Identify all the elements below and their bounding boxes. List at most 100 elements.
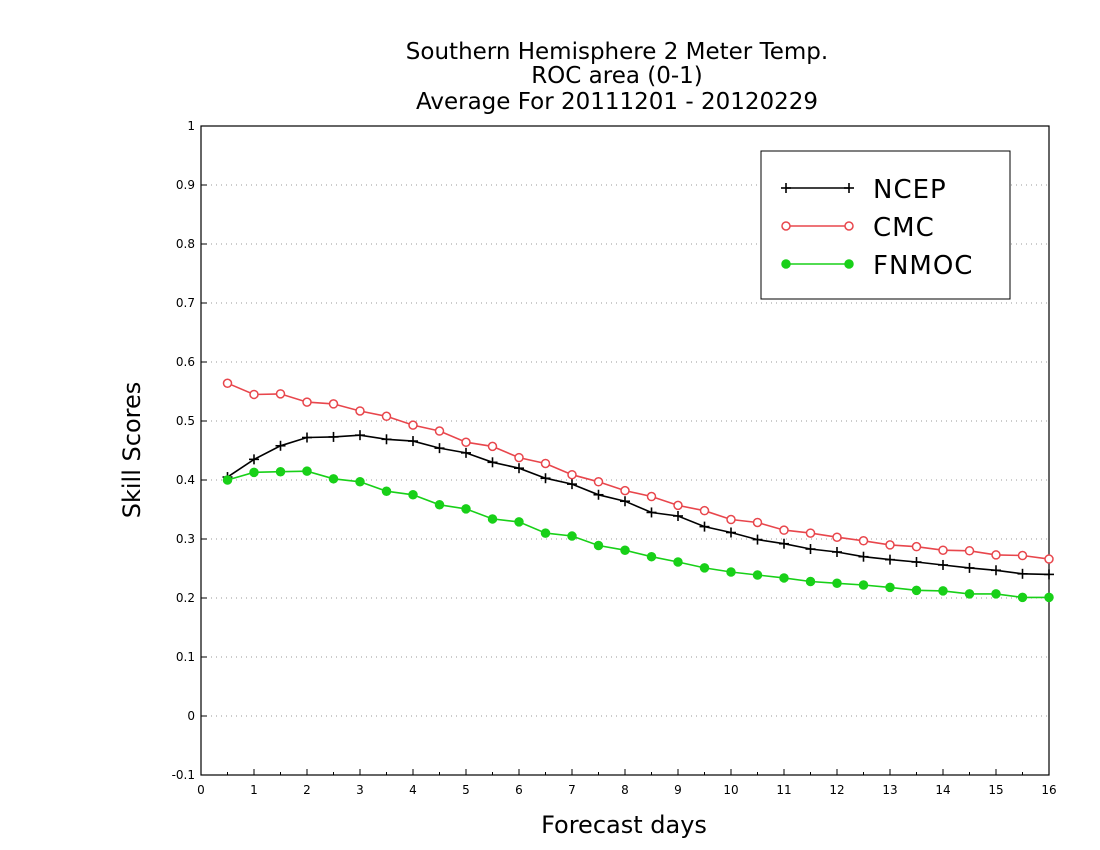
cmc-point — [302, 397, 312, 407]
ncep-point — [673, 510, 683, 521]
fnmoc-point — [991, 589, 1001, 599]
ncep-point — [328, 431, 339, 442]
cmc-point — [620, 485, 630, 496]
ncep-point — [434, 443, 445, 454]
cmc-point — [540, 458, 551, 469]
x-tick-label: 8 — [621, 783, 629, 797]
cmc-point — [885, 540, 895, 550]
ncep-point — [355, 430, 365, 441]
ncep-point — [938, 559, 948, 570]
fnmoc-point — [1017, 592, 1028, 603]
x-tick-label: 9 — [674, 783, 682, 797]
title-line-2: ROC area (0-1) — [531, 63, 703, 89]
ncep-point — [858, 551, 869, 562]
cmc-point — [461, 437, 471, 447]
ncep-point — [885, 554, 895, 565]
cmc-point — [514, 452, 524, 463]
fnmoc-point — [779, 573, 789, 583]
y-tick-label: -0.1 — [172, 768, 195, 782]
ncep-point — [514, 463, 524, 474]
cmc-point — [832, 532, 842, 542]
legend-label: NCEP — [873, 175, 947, 205]
y-tick-label: 0.8 — [176, 237, 195, 251]
ncep-point — [646, 507, 657, 518]
fnmoc-point — [646, 551, 657, 562]
x-tick-label: 1 — [250, 783, 258, 797]
cmc-point — [593, 477, 604, 487]
x-tick-label: 2 — [303, 783, 311, 797]
fnmoc-point — [540, 528, 551, 538]
x-axis-title: Forecast days — [541, 811, 707, 839]
x-tick-label: 7 — [568, 783, 576, 797]
title-line-3: Average For 20111201 - 20120229 — [416, 89, 818, 115]
chart-title: Southern Hemisphere 2 Meter Temp. ROC ar… — [406, 39, 828, 115]
y-tick-label: 0.5 — [176, 414, 195, 428]
fnmoc-point — [222, 475, 233, 485]
fnmoc-point — [487, 514, 498, 524]
cmc-point — [673, 500, 683, 511]
cmc-point — [408, 420, 418, 430]
y-tick-label: 0.6 — [176, 355, 195, 369]
legend-marker-end — [844, 183, 854, 193]
ncep-point — [567, 479, 577, 490]
ncep-point — [249, 454, 259, 465]
x-tick-label: 11 — [776, 783, 791, 797]
ncep-point — [752, 534, 763, 545]
fnmoc-point — [620, 545, 630, 555]
cmc-point — [328, 399, 339, 409]
fnmoc-point — [461, 504, 471, 514]
fnmoc-point — [514, 517, 524, 527]
title-line-1: Southern Hemisphere 2 Meter Temp. — [406, 39, 828, 65]
legend-marker-start — [781, 259, 791, 269]
series-cmc — [222, 378, 1054, 564]
fnmoc-point — [275, 466, 286, 477]
axis-ticks: -0.100.10.20.30.40.50.60.70.80.910 1 2 3 4 5 6… — [172, 119, 1057, 797]
cmc-point — [567, 469, 577, 480]
fnmoc-point — [964, 589, 975, 599]
ncep-point — [275, 440, 286, 451]
x-tick-label: 3 — [356, 783, 364, 797]
fnmoc-point — [858, 580, 869, 590]
series-ncep — [222, 430, 1054, 580]
cmc-point — [1017, 550, 1028, 561]
cmc-point — [726, 514, 736, 525]
legend-marker-end — [844, 259, 854, 269]
cmc-point — [779, 525, 789, 535]
y-tick-label: 0.7 — [176, 296, 195, 310]
y-tick-label: 0.9 — [176, 178, 195, 192]
ncep-point — [381, 434, 392, 445]
series-fnmoc — [222, 466, 1054, 603]
x-tick-label: 5 — [462, 783, 470, 797]
legend-item-cmc: CMC — [781, 213, 935, 243]
ncep-point — [911, 557, 922, 568]
cmc-point — [911, 541, 922, 552]
legend-box — [760, 150, 1011, 300]
cmc-point — [938, 545, 948, 555]
fnmoc-point — [805, 576, 816, 587]
ncep-point — [779, 538, 789, 549]
legend: NCEP CMC FNMOC — [760, 150, 1011, 300]
cmc-point — [434, 426, 445, 436]
fnmoc-point — [752, 570, 763, 580]
cmc-point — [1044, 554, 1054, 564]
cmc-point — [805, 528, 816, 538]
fnmoc-line — [227, 470, 1049, 599]
ncep-point — [461, 447, 471, 458]
fnmoc-point — [726, 567, 736, 577]
x-tick-label: 16 — [1041, 783, 1056, 797]
ncep-point — [964, 562, 975, 573]
fnmoc-point — [593, 540, 604, 551]
data-series — [222, 378, 1054, 603]
legend-item-fnmoc: FNMOC — [781, 251, 973, 281]
ncep-point — [991, 565, 1001, 576]
fnmoc-point — [673, 557, 683, 567]
x-tick-label: 15 — [988, 783, 1003, 797]
x-tick-label: 0 — [197, 783, 205, 797]
legend-label: CMC — [873, 213, 935, 243]
x-tick-label: 13 — [882, 783, 897, 797]
cmc-point — [752, 517, 763, 528]
legend-label: FNMOC — [873, 251, 973, 281]
ncep-point — [726, 527, 736, 538]
cmc-point — [858, 536, 869, 546]
